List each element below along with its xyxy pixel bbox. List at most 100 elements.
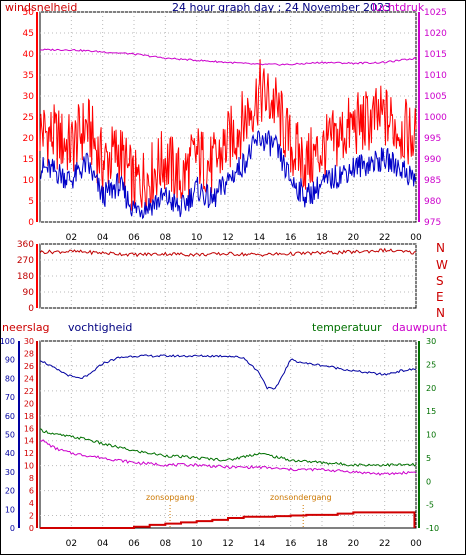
right-axis-title: luchtdruk <box>372 1 425 14</box>
gust-series-line <box>39 59 417 212</box>
x-tick-label-bottom: 12 <box>222 539 233 549</box>
humidity-y-tick-label: 30 <box>5 468 15 477</box>
rain-y-tick-label: 20 <box>24 399 34 408</box>
rain-y-tick-label: 30 <box>24 337 34 346</box>
pressure-y-tick-label: 975 <box>424 218 441 228</box>
wind-y-tick-label: 30 <box>23 92 35 102</box>
x-tick-label-top: 04 <box>97 233 109 243</box>
rain-y-tick-label: 22 <box>24 387 34 396</box>
dewpoint-axis-title: dauwpunt <box>392 321 448 334</box>
pressure-y-tick-label: 1000 <box>424 113 447 123</box>
compass-n-bottom: N <box>436 306 445 320</box>
dewpoint-series-line <box>39 439 417 476</box>
temperature-y-tick-label: -10 <box>426 524 439 533</box>
humidity-y-tick-label: 60 <box>5 412 15 421</box>
wind-y-tick-label: 50 <box>23 8 35 18</box>
pressure-y-tick-label: 985 <box>424 176 441 186</box>
humidity-y-tick-label: 70 <box>5 393 15 402</box>
direction-y-tick-label: 360 <box>17 240 34 250</box>
x-tick-label-bottom: 10 <box>191 539 203 549</box>
x-tick-label-bottom: 02 <box>66 539 77 549</box>
rain-y-tick-label: 2 <box>29 512 34 521</box>
temperature-axis-title: temperatuur <box>312 321 382 334</box>
temperature-y-tick-label: 15 <box>426 407 436 416</box>
pressure-y-tick-label: 1020 <box>424 29 447 39</box>
pressure-y-tick-label: 995 <box>424 134 441 144</box>
page-title: 24 hour graph day : 24 November 2023 <box>172 1 391 14</box>
direction-series-line <box>39 247 417 258</box>
humidity-axis-title: vochtigheid <box>68 321 132 334</box>
rain-y-tick-label: 28 <box>24 349 34 358</box>
rain-axis-title: neerslag <box>2 321 50 334</box>
compass-w: W <box>436 258 448 272</box>
pressure-y-tick-label: 1005 <box>424 92 447 102</box>
pressure-y-tick-label: 1025 <box>424 8 447 18</box>
x-tick-label-top: 08 <box>160 233 172 243</box>
rain-y-tick-label: 18 <box>24 412 34 421</box>
humidity-y-tick-label: 100 <box>0 337 15 346</box>
temperature-y-tick-label: 5 <box>426 454 431 463</box>
pressure-y-tick-label: 1010 <box>424 71 447 81</box>
rain-series-line <box>40 511 416 529</box>
pressure-y-tick-label: 980 <box>424 197 441 207</box>
pressure-series-line <box>39 48 417 66</box>
rain-y-tick-label: 12 <box>24 449 34 458</box>
wind-y-tick-label: 5 <box>28 197 34 207</box>
x-tick-label-bottom: 00 <box>410 539 422 549</box>
temperature-y-tick-label: 30 <box>426 337 436 346</box>
temperature-y-tick-label: 25 <box>426 360 436 369</box>
x-tick-label-top: 00 <box>410 233 422 243</box>
compass-n-top: N <box>436 241 445 255</box>
rain-y-tick-label: 8 <box>29 474 34 483</box>
x-tick-label-top: 06 <box>128 233 140 243</box>
temperature-y-tick-label: 0 <box>426 477 431 486</box>
x-tick-label-bottom: 08 <box>160 539 172 549</box>
wind-series-line <box>39 130 417 220</box>
humidity-series-line <box>39 354 417 390</box>
humidity-y-tick-label: 50 <box>5 431 15 440</box>
direction-y-tick-label: 180 <box>17 272 34 282</box>
temperature-series-line <box>39 428 417 467</box>
humidity-y-tick-label: 40 <box>5 449 15 458</box>
x-tick-label-bottom: 22 <box>379 539 390 549</box>
rain-y-tick-label: 26 <box>24 362 34 371</box>
wind-y-tick-label: 10 <box>23 176 35 186</box>
x-tick-label-top: 16 <box>285 233 297 243</box>
humidity-y-tick-label: 90 <box>5 356 15 365</box>
left-axis-title: windsnelheid <box>5 1 77 14</box>
x-tick-label-bottom: 14 <box>254 539 266 549</box>
x-tick-label-top: 02 <box>66 233 77 243</box>
wind-y-tick-label: 35 <box>23 71 34 81</box>
x-tick-label-bottom: 18 <box>316 539 328 549</box>
wind-y-tick-label: 25 <box>23 113 34 123</box>
weather-plot-area <box>39 340 417 529</box>
compass-s: S <box>436 274 444 288</box>
rain-y-tick-label: 10 <box>24 462 34 471</box>
rain-y-tick-label: 24 <box>24 374 34 383</box>
direction-y-tick-label: 0 <box>28 304 34 314</box>
rain-y-tick-label: 6 <box>29 487 34 496</box>
temperature-y-tick-label: 10 <box>426 431 436 440</box>
x-tick-label-top: 10 <box>191 233 203 243</box>
humidity-y-tick-label: 20 <box>5 487 15 496</box>
x-tick-label-bottom: 20 <box>348 539 360 549</box>
temperature-y-tick-label: 20 <box>426 384 436 393</box>
compass-e: E <box>436 290 444 304</box>
rain-y-tick-label: 14 <box>24 437 34 446</box>
temperature-y-tick-label: -5 <box>426 501 434 510</box>
pressure-y-tick-label: 990 <box>424 155 441 165</box>
pressure-y-tick-label: 1015 <box>424 50 447 60</box>
x-tick-label-bottom: 04 <box>97 539 109 549</box>
wind-y-tick-label: 0 <box>28 218 34 228</box>
sunrise-label: zonsopgang <box>146 493 194 502</box>
rain-y-tick-label: 0 <box>29 524 34 533</box>
humidity-y-tick-label: 80 <box>5 374 15 383</box>
wind-y-tick-label: 40 <box>23 50 35 60</box>
x-tick-label-top: 14 <box>254 233 266 243</box>
x-tick-label-top: 20 <box>348 233 360 243</box>
x-tick-label-top: 22 <box>379 233 390 243</box>
humidity-y-tick-label: 0 <box>10 524 15 533</box>
direction-y-tick-label: 270 <box>17 256 34 266</box>
wind-y-tick-label: 15 <box>23 155 34 165</box>
